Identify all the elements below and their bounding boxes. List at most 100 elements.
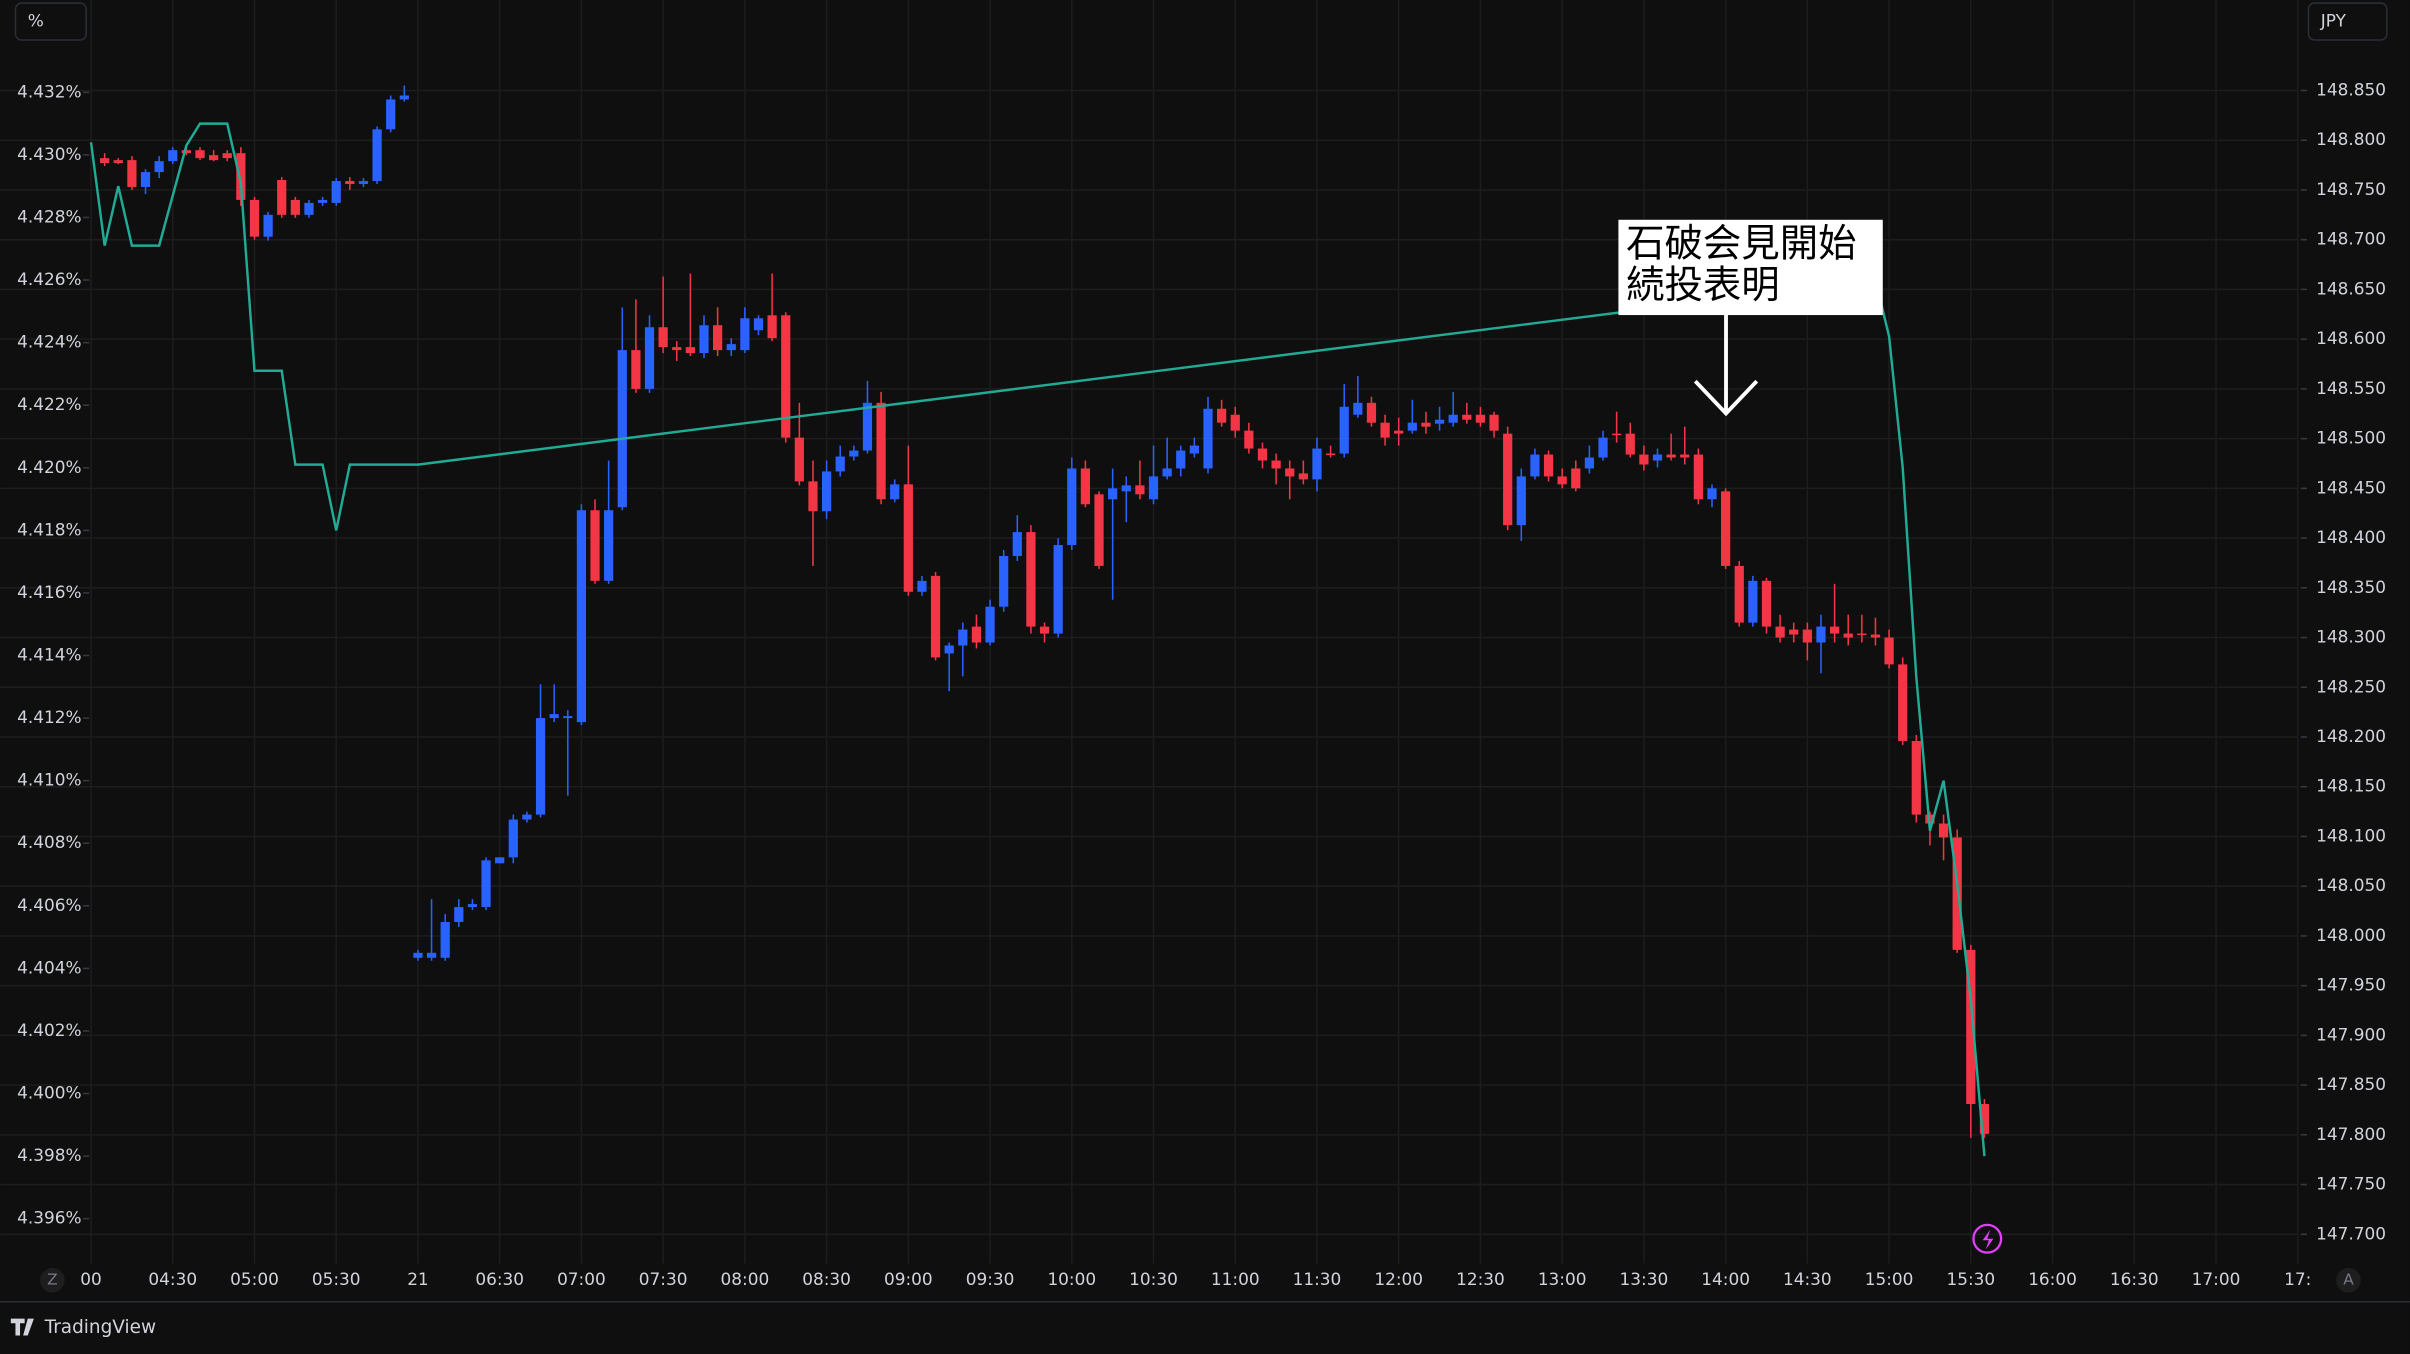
candle-body <box>604 510 614 581</box>
candle-body <box>644 327 655 389</box>
candle-body <box>1298 473 1308 480</box>
candle-body <box>767 315 777 339</box>
candle-body <box>209 155 219 161</box>
candle-body <box>1285 468 1295 477</box>
x-tick-label: 08:00 <box>721 1269 770 1289</box>
x-tick-label: 10:30 <box>1129 1269 1178 1289</box>
candle-body <box>1012 532 1022 556</box>
annotation-line: 続投表明 <box>1626 263 1780 308</box>
candle-body <box>903 484 913 592</box>
candle-body <box>1421 422 1431 427</box>
candle-body <box>1039 626 1050 634</box>
y2-tick-label: 148.600 <box>2316 328 2386 348</box>
candle-body <box>481 860 491 908</box>
candle-body <box>713 325 723 351</box>
candle-body <box>1380 422 1390 438</box>
x-tick-label: 16:00 <box>2028 1269 2077 1289</box>
candle-body <box>1203 408 1213 469</box>
candle-body <box>399 95 409 100</box>
candle-body <box>535 718 546 815</box>
candle-body <box>386 99 396 130</box>
y-tick-label: 4.408% <box>17 832 81 852</box>
candle-body <box>1325 453 1336 456</box>
candle-body <box>930 575 941 658</box>
candle-body <box>222 153 232 159</box>
candle-body <box>1598 437 1608 458</box>
candle-body <box>1053 545 1063 634</box>
y2-tick-label: 148.200 <box>2316 726 2386 746</box>
x-tick-label: 17:00 <box>2192 1269 2241 1289</box>
x-tick-label: 11:00 <box>1211 1269 1260 1289</box>
x-tick-label: 15:30 <box>1946 1269 1995 1289</box>
y-tick-label: 4.402% <box>17 1020 81 1040</box>
y2-tick-label: 148.250 <box>2316 676 2386 696</box>
annotation-line: 石破会見開始 <box>1626 221 1856 266</box>
candle-body <box>331 181 341 203</box>
candle-body <box>563 716 573 719</box>
candle-body <box>1693 454 1703 500</box>
candle-body <box>140 172 151 187</box>
annotation-box <box>1618 219 1883 316</box>
candle-body <box>958 629 968 646</box>
candle-body <box>1448 414 1458 423</box>
candle-body <box>1257 448 1268 461</box>
x-tick-label: 15:00 <box>1865 1269 1914 1289</box>
candle-body <box>699 325 709 354</box>
candle-body <box>495 857 505 864</box>
candle-body <box>753 318 764 331</box>
candle-body <box>1816 626 1826 643</box>
x-tick-label: 13:00 <box>1538 1269 1587 1289</box>
alert-icon[interactable] <box>1972 1223 2003 1254</box>
candle-body <box>821 471 832 512</box>
candle-body <box>985 606 995 643</box>
candle-body <box>1475 414 1486 423</box>
currency-button[interactable] <box>2307 2 2388 41</box>
timezone-button[interactable] <box>40 1267 65 1293</box>
candle-body <box>1829 626 1840 634</box>
candle-body <box>1121 485 1131 492</box>
candle-body <box>426 952 437 958</box>
candle-body <box>1707 488 1717 500</box>
y-tick-label: 4.428% <box>17 206 81 226</box>
y2-tick-label: 148.550 <box>2316 378 2386 398</box>
y2-tick-label: 148.800 <box>2316 129 2386 149</box>
y2-tick-label: 148.150 <box>2316 776 2386 796</box>
unit-button[interactable] <box>14 2 87 41</box>
y2-tick-label: 148.500 <box>2316 428 2386 448</box>
y2-tick-label: 147.700 <box>2316 1223 2386 1243</box>
candle-body <box>1721 491 1731 566</box>
candle-body <box>576 510 587 723</box>
candle-body <box>236 153 246 200</box>
auto-scale-button[interactable] <box>2336 1267 2361 1293</box>
y2-tick-label: 147.750 <box>2316 1174 2386 1194</box>
candle-body <box>658 327 668 348</box>
candle-body <box>1162 468 1172 477</box>
candle-body <box>808 481 818 512</box>
candle-body <box>1652 454 1663 461</box>
y-tick-label: 4.412% <box>17 707 81 727</box>
x-tick-label: 14:30 <box>1783 1269 1832 1289</box>
candle-body <box>1911 740 1921 815</box>
y2-tick-label: 148.000 <box>2316 925 2386 945</box>
candle-body <box>1761 580 1772 627</box>
y2-tick-label: 148.450 <box>2316 477 2386 497</box>
x-tick-label: 08:30 <box>802 1269 851 1289</box>
candle-body <box>154 161 164 173</box>
candle-body <box>113 160 123 164</box>
yield-line <box>89 122 1986 1157</box>
x-tick-label: 06:30 <box>475 1269 524 1289</box>
candle-body <box>1625 433 1635 455</box>
x-tick-label: 17: <box>2284 1269 2311 1289</box>
candle-body <box>440 921 450 958</box>
annotation-arrow <box>1693 315 1759 417</box>
x-tick-label: 14:00 <box>1701 1269 1750 1289</box>
candle-body <box>358 181 369 184</box>
candle-body <box>372 129 382 182</box>
candle-body <box>1898 664 1908 741</box>
x-tick-label: 12:30 <box>1456 1269 1505 1289</box>
y2-tick-label: 148.400 <box>2316 527 2386 547</box>
candle-body <box>1612 433 1622 436</box>
y2-tick-label: 148.100 <box>2316 825 2386 845</box>
